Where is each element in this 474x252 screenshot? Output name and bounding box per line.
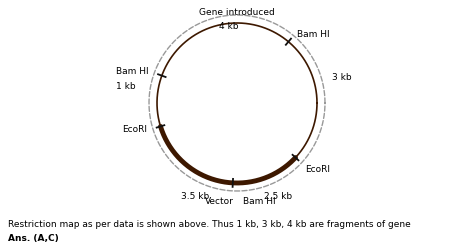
Text: 1 kb: 1 kb — [116, 82, 136, 91]
Text: Bam HI: Bam HI — [116, 67, 148, 76]
Text: Gene introduced: Gene introduced — [199, 8, 275, 17]
Text: 4 kb: 4 kb — [219, 22, 239, 31]
Text: EcoRI: EcoRI — [122, 125, 147, 134]
Text: Vector: Vector — [205, 197, 233, 206]
Text: Ans. (A,C): Ans. (A,C) — [8, 234, 59, 243]
Text: Bam HI: Bam HI — [243, 197, 275, 206]
Text: 3 kb: 3 kb — [332, 73, 351, 82]
Text: Bam HI: Bam HI — [297, 29, 329, 39]
Text: 2.5 kb: 2.5 kb — [264, 192, 292, 201]
Text: 3.5 kb: 3.5 kb — [182, 192, 210, 201]
Text: EcoRI: EcoRI — [305, 165, 330, 174]
Text: Restriction map as per data is shown above. Thus 1 kb, 3 kb, 4 kb are fragments : Restriction map as per data is shown abo… — [8, 220, 411, 229]
